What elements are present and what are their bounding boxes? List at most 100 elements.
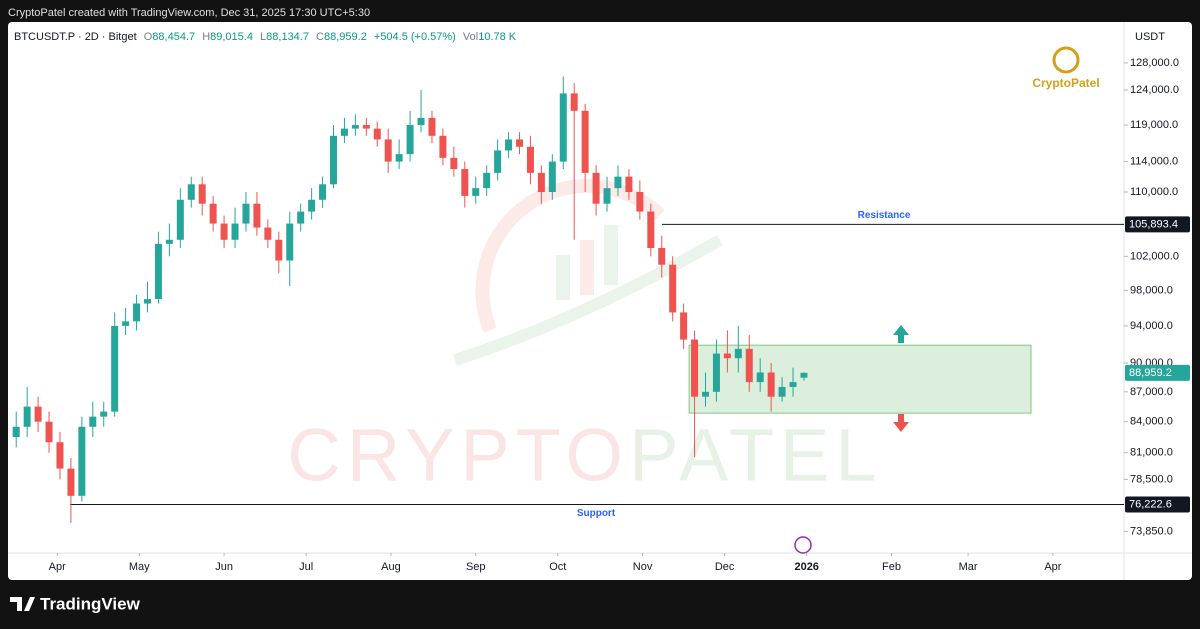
candle-body [734,348,742,359]
candle-body [275,239,283,261]
x-tick-label: May [129,561,150,573]
candle-body [745,348,753,383]
x-tick-label: Aug [381,561,401,573]
candle-body [548,161,556,193]
x-tick-label: Mar [959,561,978,573]
y-tick-label: 73,850.0 [1130,525,1173,537]
candle-body [417,117,425,126]
legend-key: L [260,31,266,43]
candle-body [187,184,195,200]
candle-body [176,199,184,240]
x-tick-label: Feb [882,561,901,573]
candle-body [603,188,611,204]
y-tick-label: 102,000.0 [1130,250,1179,262]
x-tick-label: Jun [215,561,233,573]
y-tick-label: 114,000.0 [1130,156,1178,168]
y-tick-label: 98,000.0 [1130,284,1173,296]
up-arrow [893,325,909,343]
candle-body [483,172,491,189]
candle-body [581,110,589,173]
candle-body [767,372,775,397]
y-tick-label: 84,000.0 [1130,416,1173,428]
x-tick-label: Sep [466,561,486,573]
watermark-candle [604,225,618,285]
y-tick-label: 81,000.0 [1130,447,1173,459]
logo-icon [1052,46,1080,74]
candle-body [133,303,141,322]
candle-body [691,339,699,397]
candle-body [351,125,359,129]
candle-body [592,172,600,204]
candle-body [647,211,655,249]
candle-body [111,325,119,412]
candle-body [220,223,228,240]
candle-body [209,203,217,224]
candle-body [362,125,370,129]
candle-body [373,128,381,140]
candle-body [450,157,458,170]
legend-key: Vol [463,31,478,43]
candle-body [264,227,272,240]
candle-body [526,146,534,173]
candle-body [406,125,414,155]
candle-body [789,382,797,387]
candle-body [231,223,239,240]
candle-body [516,139,523,147]
y-tick-label: 128,000.0 [1130,57,1179,69]
candle-body [67,468,75,496]
candle-body [395,154,403,162]
header-caption: CryptoPatel created with TradingView.com… [8,7,370,19]
candle-body [100,411,108,417]
candle-body [505,139,513,151]
candle-body [122,321,130,326]
candle-body [330,135,337,185]
chart-panel [8,22,1192,580]
legend-key: C [316,31,324,43]
legend-value: 88,134.7 [266,31,309,43]
candle-body [756,372,764,383]
candle-body [800,372,808,378]
watermark-arc [475,178,665,333]
x-tick-label: Jul [299,561,313,573]
candle-body [144,299,151,304]
legend-value: 88,454.7 [152,31,195,43]
legend-value: 10.78 K [478,31,517,43]
candle-body [537,172,545,193]
y-tick-label: 94,000.0 [1130,320,1173,332]
candle-body [297,211,305,224]
legend-change: +504.5 (+0.57%) [374,31,456,43]
candle-body [625,176,633,193]
candle-body [559,93,567,162]
level-price-label: 76,222.6 [1129,498,1172,510]
watermark-candle [580,240,594,295]
watermark-group [453,178,723,366]
candle-body [23,406,31,427]
level-price-box [1125,216,1190,233]
candle-body [494,150,502,173]
footer-bar [8,580,1192,629]
level-label: Resistance [858,210,911,221]
y-axis-label: USDT [1135,31,1165,43]
candle-body [723,353,731,359]
x-tick-label: Dec [715,561,735,573]
y-tick-label: 119,000.0 [1130,119,1178,131]
candle-body [78,426,86,496]
candle-body [308,199,316,212]
level-price-box [1125,496,1190,513]
candle-body [680,312,688,340]
candle-body [384,139,392,162]
event-icon [794,536,812,554]
x-tick-label: Oct [549,561,566,573]
legend-key: H [202,31,210,43]
candle-body [12,426,20,438]
watermark: CRYPTOPATEL [287,414,882,497]
x-tick-label: Nov [633,561,653,573]
candle-body [658,248,666,265]
candle-body [439,135,447,158]
footer-brand: TradingView [40,595,141,614]
candle-body [165,239,173,244]
last-price-box [1125,364,1190,381]
symbol: BTCUSDT.P · 2D · Bitget [14,31,137,43]
candle-body [253,203,261,228]
candle-body [636,192,644,212]
